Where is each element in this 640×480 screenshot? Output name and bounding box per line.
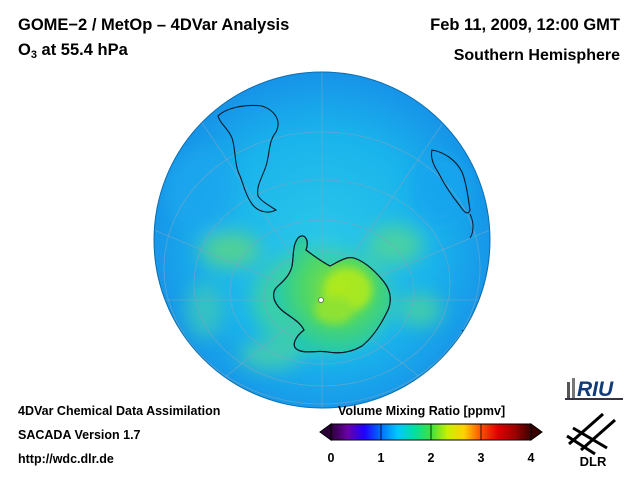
colorbar-right-arrow (530, 423, 543, 441)
colorbar-tick-label-0: 0 (327, 451, 335, 465)
colorbar (319, 423, 543, 441)
footer-version: SACADA Version 1.7 (18, 428, 141, 442)
footer-url[interactable]: http://wdc.dlr.de (18, 452, 114, 466)
riu-logo: RIU (565, 378, 623, 401)
colorbar-left-arrow (319, 423, 332, 441)
colorbar-title: Volume Mixing Ratio [ppmv] (338, 404, 506, 418)
colorbar-tick-label-2: 2 (427, 451, 435, 465)
south-pole-marker (318, 297, 324, 303)
title-region: Southern Hemisphere (453, 47, 620, 64)
species-subscript: 3 (30, 49, 37, 61)
africa-outline (430, 149, 471, 214)
australia-outline (461, 329, 483, 357)
dlr-logo-text: DLR (580, 454, 607, 468)
species-symbol: O (18, 41, 31, 59)
title-date: Feb 11, 2009, 12:00 GMT (430, 16, 620, 34)
south-america-outline (217, 104, 279, 213)
colorbar-tick-label-4: 4 (527, 451, 535, 465)
pressure-level: at 55.4 hPa (36, 41, 128, 59)
title-product: GOME−2 / MetOp – 4DVar Analysis (18, 16, 290, 34)
colorbar-tick-label-3: 3 (477, 451, 485, 465)
riu-logo-text: RIU (577, 378, 614, 401)
footer-assimilation: 4DVar Chemical Data Assimilation (18, 404, 221, 418)
title-species: O3 at 55.4 hPa (18, 41, 128, 61)
dlr-logo: DLR (566, 412, 616, 468)
colorbar-tick-label-1: 1 (377, 451, 385, 465)
